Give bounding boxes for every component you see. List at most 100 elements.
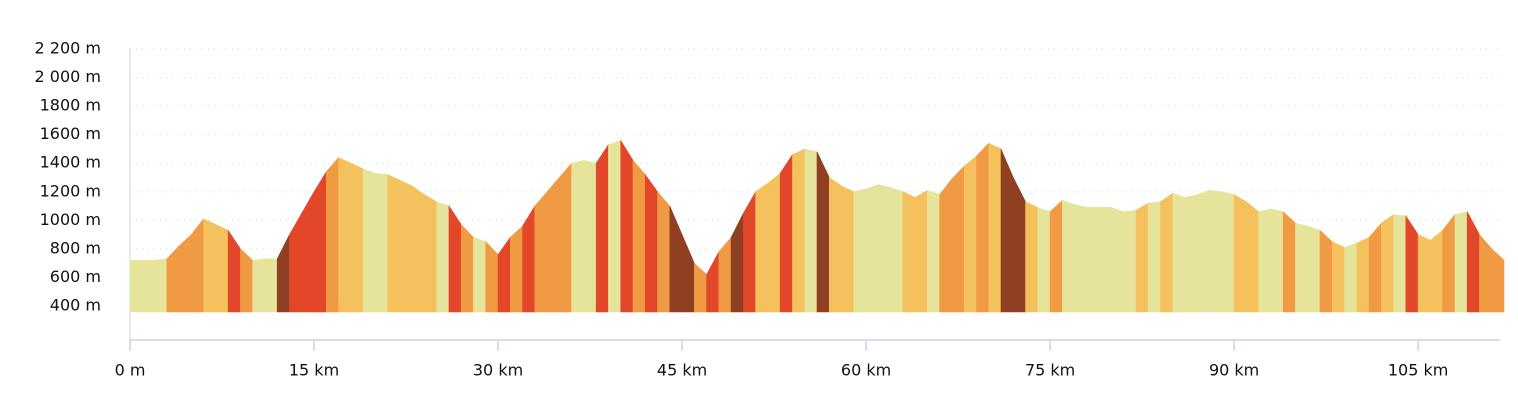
slope-segment [976,142,990,313]
slope-segment [853,188,867,313]
slope-segment [1405,215,1419,313]
slope-segment [681,234,695,313]
slope-segment [1025,201,1039,313]
slope-segment [841,185,855,313]
slope-segment [522,204,536,313]
slope-segment [620,139,634,313]
slope-segment [1295,222,1309,313]
slope-segment [141,260,155,313]
slope-segment [1062,199,1075,313]
slope-segment [338,157,352,313]
slope-segment [1074,204,1088,313]
slope-segment [767,172,781,313]
slope-segment [424,194,437,313]
slope-segment [559,162,572,313]
slope-segment [828,176,842,313]
x-tick-label: 15 km [289,361,339,380]
slope-segment [571,159,585,313]
slope-segment [375,172,388,313]
y-tick-label: 400 m [50,296,101,315]
slope-segment [1111,207,1124,313]
slope-segment [240,248,253,313]
slope-segment [1037,207,1051,313]
slope-segment [792,148,806,313]
slope-segment [730,213,744,313]
slope-segment [1466,211,1480,313]
slope-segment [779,153,793,313]
slope-segment [460,223,474,313]
slope-segment [939,178,953,313]
slope-segment [632,159,646,313]
slope-segment [755,182,769,313]
slope-segment [485,241,499,313]
slope-segment [227,229,241,313]
slope-segment [166,245,180,313]
slope-segment [1344,242,1358,313]
slope-segment [1442,213,1456,313]
slope-segment [706,251,720,313]
slope-segment [878,184,891,313]
slope-segment [1000,148,1014,313]
slope-segment [1430,229,1443,313]
slope-segment [1160,192,1174,313]
slope-segment [178,233,192,313]
x-tick-label: 45 km [657,361,707,380]
slope-segment [988,142,1002,313]
slope-segment [1147,201,1161,313]
slope-segment [694,262,707,313]
slope-segment [264,258,278,313]
slope-segment [510,225,523,313]
slope-segment [129,260,143,313]
slope-segment [1184,194,1198,313]
slope-segment [1197,189,1210,313]
slope-segment [583,159,597,313]
slope-segment [1135,202,1149,313]
y-tick-label: 1400 m [40,153,101,172]
y-tick-label: 1000 m [40,210,101,229]
slope-segment [1454,211,1468,313]
x-tick-label: 0 m [115,361,146,380]
slope-segment [902,191,916,313]
y-tick-label: 800 m [50,238,101,257]
slope-segment [1270,208,1284,313]
slope-segment [203,218,217,313]
slope-segment [595,143,609,313]
x-tick-label: 90 km [1209,361,1259,380]
slope-segment [399,179,413,313]
x-tick-label: 60 km [841,361,891,380]
slope-segment [1012,177,1026,313]
slope-segment [1098,207,1112,313]
slope-segment [816,151,830,313]
slope-segment [718,236,732,313]
y-tick-label: 600 m [50,267,101,286]
slope-segment [1258,208,1272,313]
slope-segment [473,237,487,313]
x-tick-label: 105 km [1388,361,1448,380]
slope-segment [1221,191,1235,313]
slope-segment [1282,211,1296,313]
slope-segment [914,189,928,313]
slope-segment [534,190,548,313]
slope-segment [1209,190,1223,313]
slope-segment [1356,236,1370,313]
slope-segment [325,156,339,313]
slope-segment [252,258,266,313]
x-tick-label: 30 km [473,361,523,380]
y-tick-label: 1200 m [40,181,101,200]
slope-segment [927,189,940,313]
slope-segment [191,218,204,313]
slope-segment [301,190,315,313]
slope-segment [657,190,671,313]
slope-segment [215,224,229,313]
slope-segment [669,205,683,313]
y-tick-label: 2 200 m [35,39,101,58]
slope-segment [546,176,560,313]
slope-segment [1381,214,1394,313]
slope-segment [313,170,327,313]
slope-segment [644,173,658,313]
slope-segment [411,185,425,313]
slope-segment [1393,214,1407,313]
slope-segment [890,187,904,313]
slope-segment [1331,241,1345,313]
